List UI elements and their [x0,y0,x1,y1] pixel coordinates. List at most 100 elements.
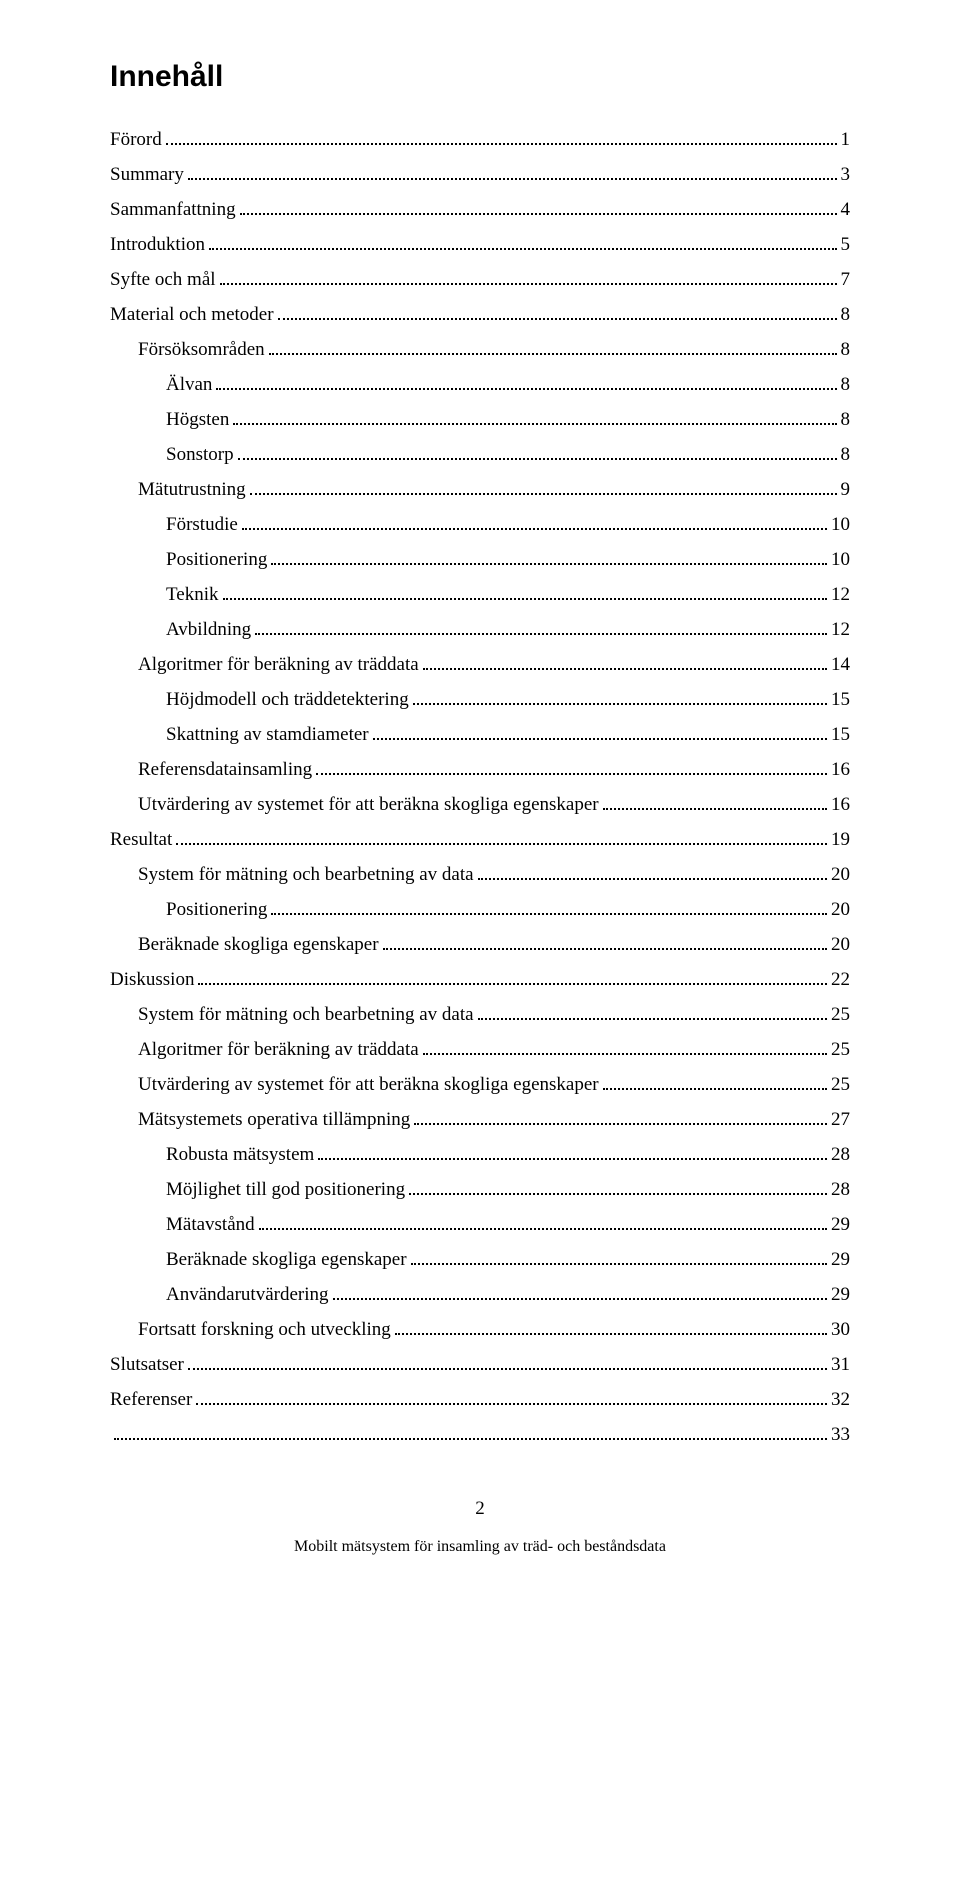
toc-dot-leader [271,913,827,915]
toc-entry: Sonstorp8 [166,445,850,464]
toc-dot-leader [233,423,836,425]
toc-entry-page: 19 [831,830,850,849]
toc-dot-leader [250,493,837,495]
toc-entry-label: Möjlighet till god positionering [166,1180,405,1199]
toc-entry-label: Höjdmodell och träddetektering [166,690,409,709]
toc-entry-label: Utvärdering av systemet för att beräkna … [138,1075,599,1094]
toc-dot-leader [603,1088,827,1090]
toc-entry-page: 8 [841,375,851,394]
toc-dot-leader [196,1403,827,1405]
toc-dot-leader [198,983,827,985]
toc-entry: Skattning av stamdiameter 15 [166,725,850,744]
toc-dot-leader [316,773,827,775]
toc-dot-leader [395,1333,827,1335]
toc-dot-leader [383,948,827,950]
toc-dot-leader [209,248,837,250]
toc-entry: Utvärdering av systemet för att beräkna … [138,1075,850,1094]
toc-entry: Summary 3 [110,165,850,184]
toc-dot-leader [271,563,827,565]
toc-entry-label: Användarutvärdering [166,1285,329,1304]
toc-entry: Höjdmodell och träddetektering15 [166,690,850,709]
toc-entry-page: 8 [841,410,851,429]
toc-entry: Introduktion 5 [110,235,850,254]
toc-entry-label: System för mätning och bearbetning av da… [138,865,474,884]
toc-entry: Material och metoder8 [110,305,850,324]
toc-entry-label: Beräknade skogliga egenskaper [166,1250,407,1269]
toc-entry-label: Teknik [166,585,219,604]
toc-entry-label: Mätsystemets operativa tillämpning [138,1110,410,1129]
toc-entry: System för mätning och bearbetning av da… [138,1005,850,1024]
toc-entry: System för mätning och bearbetning av da… [138,865,850,884]
toc-dot-leader [216,388,836,390]
toc-entry-page: 28 [831,1145,850,1164]
toc-entry: Robusta mätsystem28 [166,1145,850,1164]
toc-entry-page: 20 [831,865,850,884]
toc-entry: Teknik 12 [166,585,850,604]
toc-entry-page: 25 [831,1005,850,1024]
toc-dot-leader [176,843,827,845]
toc-entry-page: 15 [831,725,850,744]
page-number: 2 [110,1498,850,1520]
page-footer: Mobilt mätsystem för insamling av träd- … [110,1538,850,1556]
toc-entry-page: 4 [841,200,851,219]
toc-entry-page: 9 [841,480,851,499]
toc-entry-page: 16 [831,760,850,779]
toc-entry: Positionering 20 [166,900,850,919]
toc-entry-label: Skattning av stamdiameter [166,725,369,744]
toc-dot-leader [255,633,827,635]
toc-entry-page: 14 [831,655,850,674]
toc-entry-page: 7 [841,270,851,289]
toc-dot-leader [188,178,837,180]
toc-entry-label: Älvan [166,375,212,394]
toc-dot-leader [413,703,827,705]
toc-entry-label: Sammanfattning [110,200,236,219]
toc-entry-label: Algoritmer för beräkning av träddata [138,655,419,674]
toc-entry-label: Positionering [166,900,267,919]
toc-dot-leader [114,1438,827,1440]
toc-dot-leader [414,1123,827,1125]
toc-entry-label: Mätavstånd [166,1215,255,1234]
toc-entry-label: Algoritmer för beräkning av träddata [138,1040,419,1059]
toc-entry: Högsten 8 [166,410,850,429]
toc-entry-page: 25 [831,1075,850,1094]
toc-entry-page: 12 [831,585,850,604]
toc-entry-label: Summary [110,165,184,184]
toc-entry-page: 28 [831,1180,850,1199]
toc-entry-label: Introduktion [110,235,205,254]
toc-entry: Resultat19 [110,830,850,849]
toc-entry-label: Positionering [166,550,267,569]
toc-entry-page: 3 [841,165,851,184]
toc-entry: Referenser32 [110,1390,850,1409]
toc-entry-page: 29 [831,1215,850,1234]
toc-entry-page: 31 [831,1355,850,1374]
toc-entry-page: 27 [831,1110,850,1129]
toc-entry-page: 8 [841,445,851,464]
toc-dot-leader [240,213,837,215]
toc-entry-label: Avbildning [166,620,251,639]
toc-entry-page: 25 [831,1040,850,1059]
toc-entry: Möjlighet till god positionering 28 [166,1180,850,1199]
toc-entry-label: Högsten [166,410,229,429]
toc-entry-label: Referenser [110,1390,192,1409]
toc-entry-label: Referensdatainsamling [138,760,312,779]
toc-dot-leader [223,598,828,600]
toc-entry: Mätavstånd 29 [166,1215,850,1234]
toc-entry-page: 5 [841,235,851,254]
toc-entry: Försöksområden8 [138,340,850,359]
toc-dot-leader [478,878,827,880]
toc-entry: Mätsystemets operativa tillämpning 27 [138,1110,850,1129]
toc-entry: Fortsatt forskning och utveckling30 [138,1320,850,1339]
toc-entry-page: 22 [831,970,850,989]
toc-dot-leader [318,1158,827,1160]
toc-entry-page: 20 [831,900,850,919]
toc-entry: 33 [110,1425,850,1444]
toc-dot-leader [220,283,837,285]
toc-dot-leader [242,528,827,530]
toc-title: Innehåll [110,60,850,94]
toc-entry-label: Material och metoder [110,305,274,324]
toc-dot-leader [373,738,827,740]
toc-entry: Avbildning12 [166,620,850,639]
toc-entry-label: Försöksområden [138,340,265,359]
toc-entry-label: Mätutrustning [138,480,246,499]
toc-entry-label: Slutsatser [110,1355,184,1374]
